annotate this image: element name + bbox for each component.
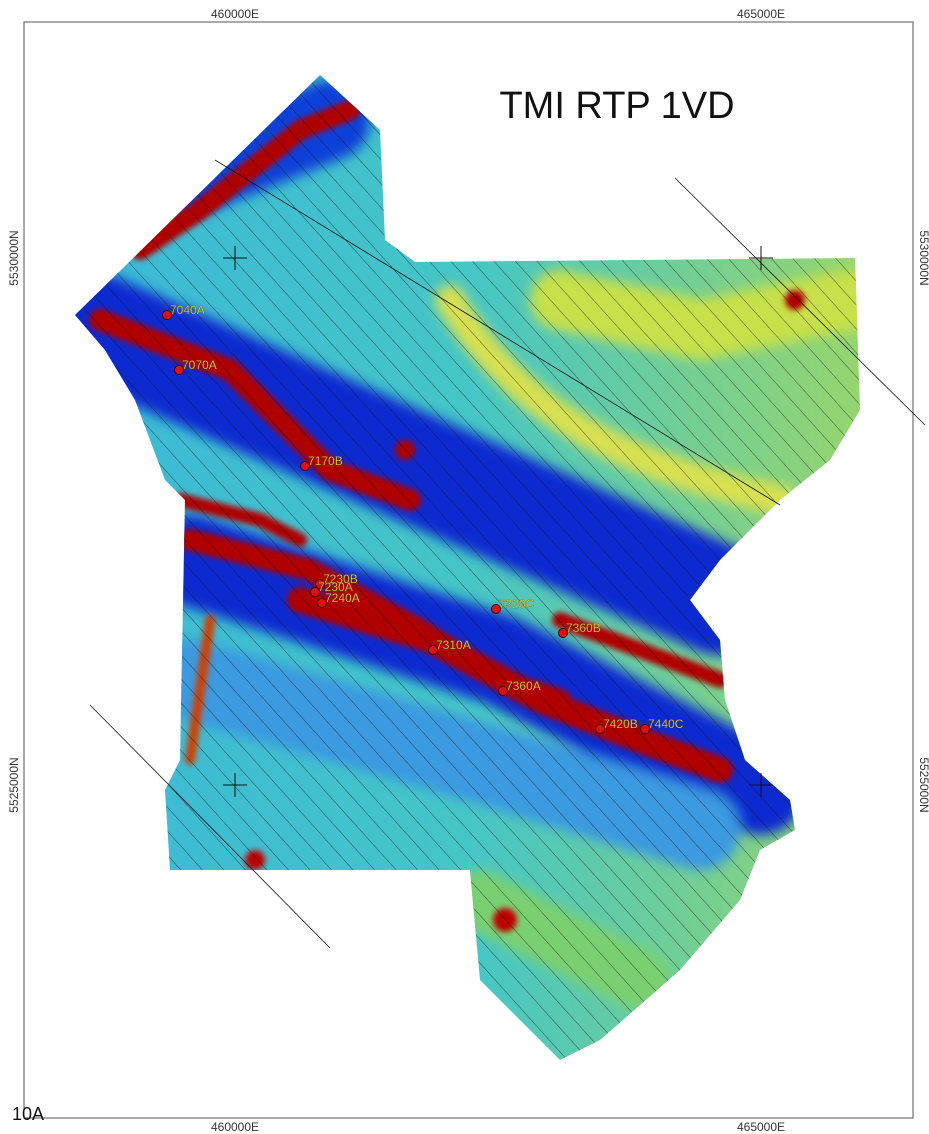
figure-label: 10A: [12, 1104, 44, 1124]
easting-label: 465000E: [737, 7, 785, 21]
easting-label: 460000E: [211, 1120, 259, 1134]
target-label: 7360B: [566, 621, 601, 635]
anomaly-grid: [60, 60, 880, 1070]
target-label: 7440C: [648, 717, 684, 731]
target-label: 7420B: [603, 717, 638, 731]
target-label: 7360A: [506, 679, 541, 693]
target-label: 7170B: [308, 454, 343, 468]
map: TMI RTP 1VD 10A 460000E 465000E 460000E …: [0, 0, 929, 1134]
northing-label: 5525000N: [917, 757, 929, 812]
northing-label: 5530000N: [917, 230, 929, 285]
target-label: 7310A: [436, 638, 471, 652]
easting-label: 460000E: [211, 7, 259, 21]
northing-label: 5530000N: [7, 230, 21, 285]
northing-label: 5525000N: [7, 757, 21, 812]
target-label: 7240A: [325, 591, 360, 605]
easting-label: 465000E: [737, 1120, 785, 1134]
target-label: 7320C: [499, 597, 535, 611]
target-label: 7040A: [170, 303, 205, 317]
target-label: 7070A: [182, 358, 217, 372]
map-title: TMI RTP 1VD: [499, 85, 734, 127]
